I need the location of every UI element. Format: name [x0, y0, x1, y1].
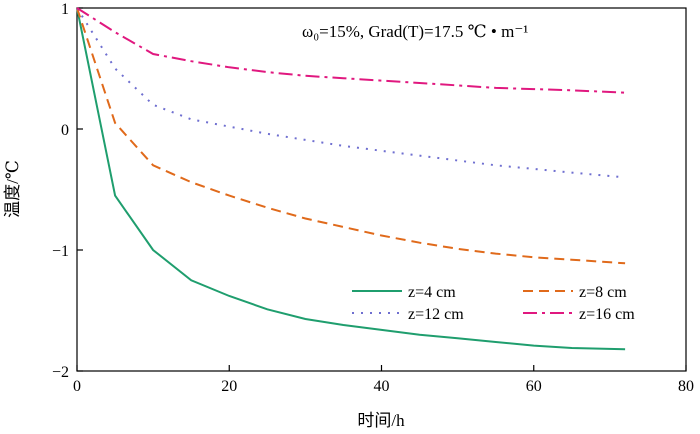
y-axis-label: 温度/℃	[3, 160, 22, 218]
legend-label: z=8 cm	[579, 284, 627, 301]
tick-group: 0 20 40 60 80 −2 −1 0 1	[52, 1, 694, 395]
x-tick-label: 60	[526, 378, 542, 395]
legend-label: z=16 cm	[579, 306, 635, 323]
x-tick-label: 80	[678, 378, 694, 395]
y-tick-label: 1	[61, 1, 69, 18]
series-line	[76, 7, 626, 351]
x-tick-label: 20	[221, 378, 237, 395]
legend-label: z=4 cm	[408, 284, 456, 301]
chart-annotation: ω₀=15%, Grad(T)=17.5 ℃ • m⁻¹	[302, 22, 528, 41]
x-tick-label: 40	[374, 378, 390, 395]
y-tick-label: −2	[52, 364, 69, 381]
series-line	[76, 7, 626, 265]
y-tick-label: −1	[52, 243, 69, 260]
series-line	[76, 7, 626, 94]
series-group	[76, 7, 626, 351]
x-tick-label: 0	[73, 378, 81, 395]
legend: z=4 cm z=8 cm z=12 cm z=16 cm	[352, 284, 635, 323]
legend-label: z=12 cm	[408, 306, 464, 323]
x-axis-label: 时间/h	[357, 411, 405, 430]
y-tick-label: 0	[61, 122, 69, 139]
